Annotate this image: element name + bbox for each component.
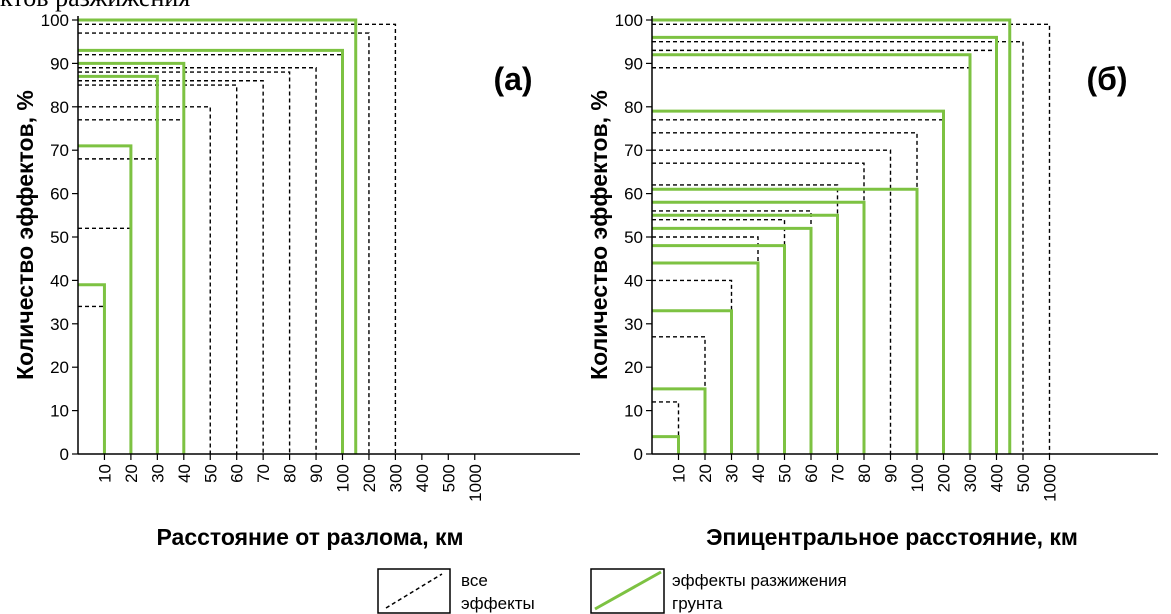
x-tick-label: 500 bbox=[1014, 464, 1033, 492]
legend-all-line bbox=[386, 574, 442, 608]
all-effects-step bbox=[652, 150, 891, 454]
liquefaction-step bbox=[78, 285, 104, 454]
liquefaction-step bbox=[652, 246, 785, 454]
y-tick-label: 20 bbox=[624, 358, 643, 377]
x-tick-label: 60 bbox=[228, 464, 247, 483]
panel-label: (б) bbox=[1086, 61, 1127, 97]
y-tick-label: 10 bbox=[50, 402, 69, 421]
y-tick-label: 70 bbox=[50, 141, 69, 160]
y-tick-label: 60 bbox=[50, 185, 69, 204]
y-tick-label: 40 bbox=[50, 271, 69, 290]
panel-a: 0 10 20 30 40 50 60 70 80 90 100 10 20 30 40 50 60 70 80 90… bbox=[12, 11, 580, 550]
liquefaction-step bbox=[78, 76, 157, 454]
liquefaction-step bbox=[78, 20, 356, 454]
x-tick-label: 90 bbox=[307, 464, 326, 483]
x-tick-label: 50 bbox=[776, 464, 795, 483]
y-tick-label: 30 bbox=[50, 315, 69, 334]
legend-all-label-2: эффекты bbox=[461, 594, 535, 613]
y-tick-label: 80 bbox=[624, 98, 643, 117]
x-tick-label: 30 bbox=[723, 464, 742, 483]
legend-liq-line bbox=[595, 572, 661, 609]
x-tick-label: 100 bbox=[334, 464, 353, 492]
legend-liq-label-2: грунта bbox=[672, 594, 723, 613]
x-tick-label: 30 bbox=[148, 464, 167, 483]
x-tick-label: 100 bbox=[908, 464, 927, 492]
y-tick-label: 20 bbox=[50, 358, 69, 377]
x-tick-label: 1000 bbox=[466, 464, 485, 502]
y-tick-label: 90 bbox=[50, 54, 69, 73]
panel-label: (а) bbox=[493, 61, 532, 97]
all-effects-step bbox=[78, 68, 316, 454]
y-tick-label: 100 bbox=[41, 11, 69, 30]
x-tick-label: 20 bbox=[122, 464, 141, 483]
y-tick-label: 40 bbox=[624, 271, 643, 290]
y-tick-label: 0 bbox=[60, 445, 69, 464]
all-effects-step bbox=[652, 120, 944, 454]
all-effects-step bbox=[652, 402, 679, 454]
legend-liq-label-1: эффекты разжижения bbox=[672, 571, 847, 590]
liquefaction-step bbox=[652, 311, 732, 454]
all-effects-step bbox=[78, 159, 157, 454]
x-axis-title: Расстояние от разлома, км bbox=[157, 524, 464, 550]
x-tick-label: 300 bbox=[386, 464, 405, 492]
x-tick-label: 80 bbox=[855, 464, 874, 483]
x-tick-label: 70 bbox=[254, 464, 273, 483]
all-effects-step bbox=[652, 280, 732, 454]
legend-all-label-1: все bbox=[461, 571, 488, 590]
x-tick-label: 300 bbox=[961, 464, 980, 492]
x-tick-label: 400 bbox=[413, 464, 432, 492]
x-tick-label: 70 bbox=[829, 464, 848, 483]
x-tick-label: 20 bbox=[696, 464, 715, 483]
panel-b: 0 10 20 30 40 50 60 70 80 90 100 10 20 30 40 50 60 70 80 90… bbox=[586, 11, 1158, 550]
x-tick-label: 1000 bbox=[1041, 464, 1060, 502]
y-tick-label: 60 bbox=[624, 185, 643, 204]
y-tick-label: 90 bbox=[624, 54, 643, 73]
y-tick-label: 50 bbox=[624, 228, 643, 247]
x-tick-label: 40 bbox=[749, 464, 768, 483]
all-effects-step bbox=[652, 220, 785, 454]
x-tick-label: 500 bbox=[439, 464, 458, 492]
y-tick-label: 80 bbox=[50, 98, 69, 117]
y-tick-label: 0 bbox=[634, 445, 643, 464]
y-tick-label: 70 bbox=[624, 141, 643, 160]
all-effects-step bbox=[78, 33, 369, 454]
y-axis-title: Количество эффектов, % bbox=[586, 90, 612, 380]
x-tick-label: 90 bbox=[882, 464, 901, 483]
x-tick-label: 40 bbox=[175, 464, 194, 483]
legend: все эффекты эффекты разжижения грунта bbox=[378, 569, 847, 613]
x-tick-label: 200 bbox=[360, 464, 379, 492]
x-tick-label: 60 bbox=[802, 464, 821, 483]
x-tick-label: 400 bbox=[988, 464, 1007, 492]
x-tick-label: 200 bbox=[935, 464, 954, 492]
y-tick-label: 100 bbox=[615, 11, 643, 30]
x-tick-label: 50 bbox=[201, 464, 220, 483]
y-tick-label: 30 bbox=[624, 315, 643, 334]
y-tick-label: 10 bbox=[624, 402, 643, 421]
x-tick-label: 80 bbox=[281, 464, 300, 483]
y-axis-title: Количество эффектов, % bbox=[12, 90, 38, 380]
y-tick-label: 50 bbox=[50, 228, 69, 247]
all-effects-step bbox=[652, 24, 1050, 454]
x-tick-label: 10 bbox=[670, 464, 689, 483]
x-axis-title: Эпицентральное расстояние, км bbox=[706, 524, 1078, 550]
liquefaction-step bbox=[652, 437, 679, 454]
x-tick-label: 10 bbox=[95, 464, 114, 483]
all-effects-step bbox=[78, 306, 104, 454]
